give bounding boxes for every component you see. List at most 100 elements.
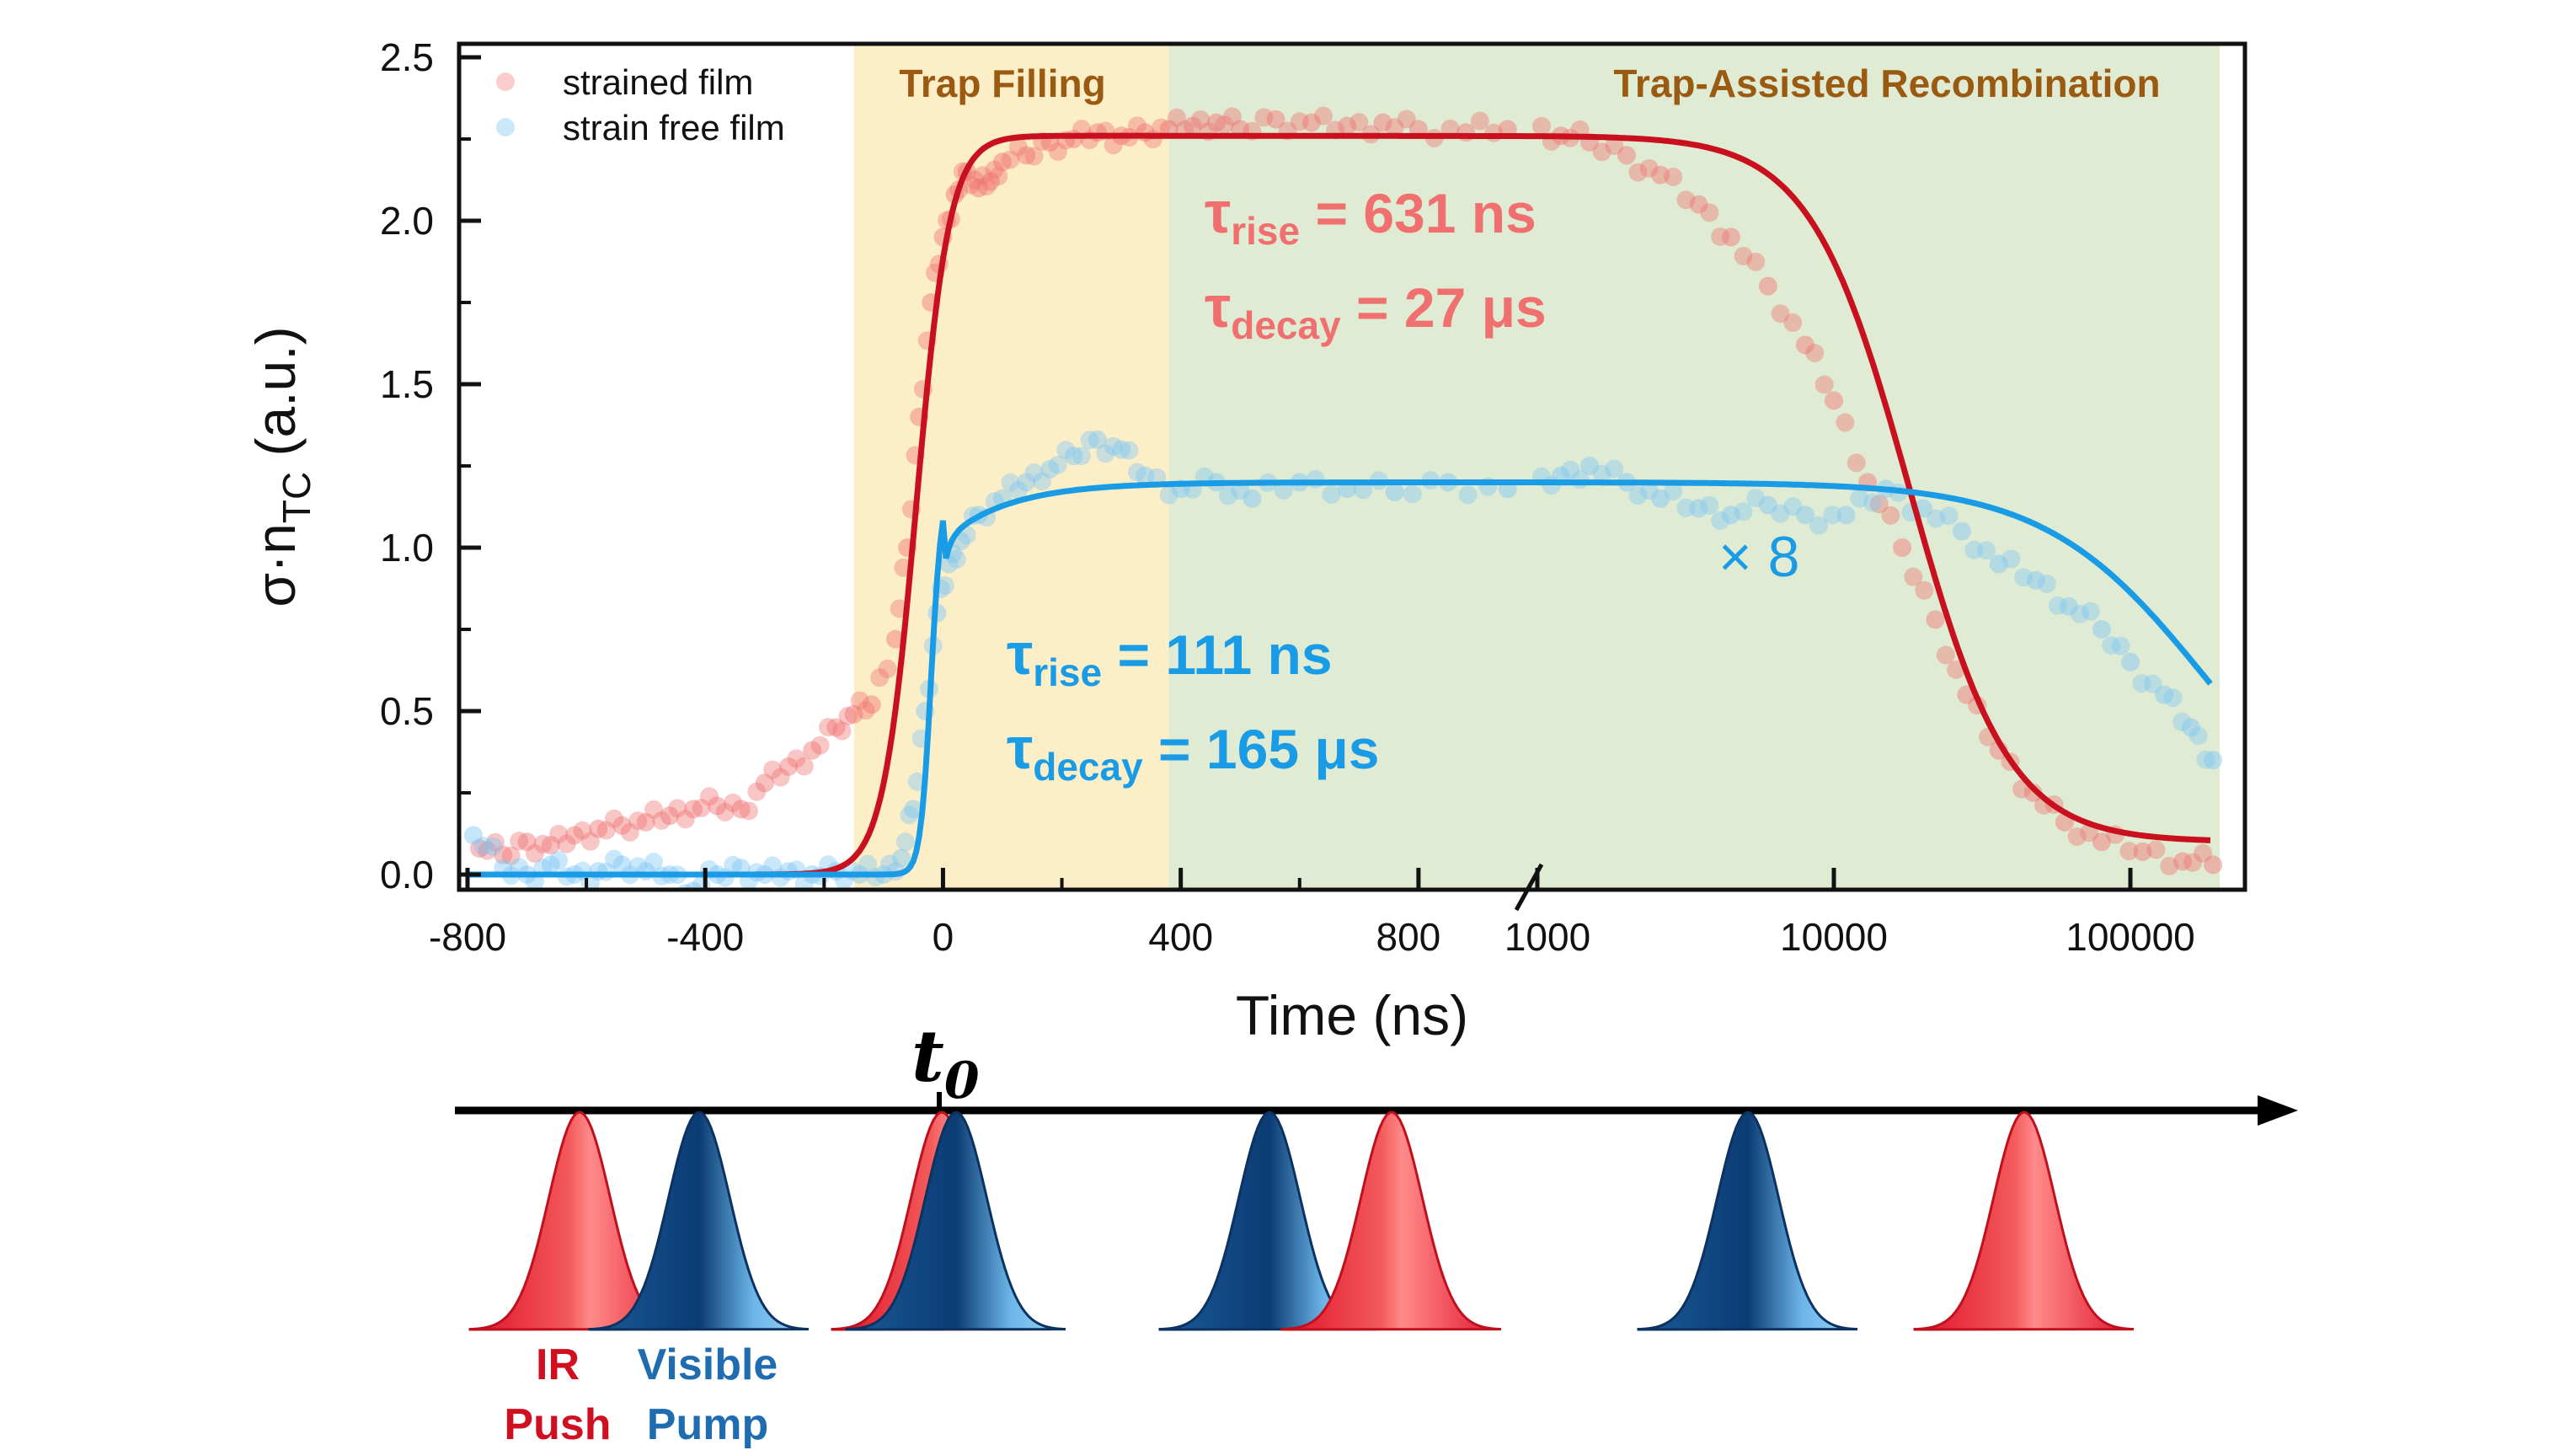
data-point [1711, 227, 1730, 246]
region-0 [853, 44, 1169, 890]
annotation-red-tau-decay: τdecay = 27 μs [1205, 274, 1547, 347]
data-point [1700, 495, 1719, 515]
data-point [771, 768, 790, 787]
data-point [2111, 636, 2130, 655]
data-point [1403, 484, 1422, 504]
data-point [1746, 489, 1766, 508]
legend-marker-strained [496, 72, 515, 91]
data-point [1758, 495, 1777, 515]
data-point [1639, 158, 1659, 178]
data-point [1700, 203, 1719, 222]
data-point [1947, 660, 1966, 679]
data-point [1561, 460, 1580, 479]
data-point [989, 167, 1008, 186]
data-point [1639, 481, 1659, 500]
data-point [856, 701, 875, 720]
x-tick-label: 400 [1148, 915, 1213, 959]
y-tick-label: 2.5 [380, 35, 434, 79]
visible-pulse [588, 1110, 810, 1331]
data-point [2133, 842, 2152, 861]
data-point [510, 832, 529, 851]
data-point [895, 832, 915, 852]
data-point [1001, 473, 1020, 492]
data-point [904, 800, 923, 819]
data-point [1605, 459, 1624, 479]
data-point [1628, 486, 1648, 506]
data-point [485, 832, 505, 852]
data-point [1338, 116, 1357, 136]
data-point [2183, 853, 2203, 872]
data-point [939, 554, 959, 574]
data-point [1219, 486, 1238, 506]
data-point [1314, 106, 1333, 126]
data-point [2204, 855, 2223, 875]
data-point [1167, 108, 1186, 127]
data-point [1024, 463, 1044, 483]
data-point [1532, 116, 1552, 136]
data-point [628, 857, 648, 876]
y-tick-label: 0.5 [380, 689, 434, 733]
data-point [1243, 489, 1262, 508]
data-point [1183, 116, 1202, 136]
data-point [794, 757, 814, 776]
data-point [794, 875, 814, 890]
scale-factor-label: × 8 [1718, 525, 1799, 589]
data-point [1222, 107, 1242, 126]
data-point [549, 850, 569, 869]
data-point [993, 152, 1012, 172]
data-point [1734, 246, 1753, 265]
data-point [644, 800, 664, 819]
data-point [2181, 718, 2200, 737]
data-point [1080, 431, 1099, 450]
data-point [1783, 497, 1803, 516]
data-point [1863, 493, 1883, 512]
data-point [525, 843, 544, 863]
legend-marker-strain-free [496, 118, 515, 136]
data-point [1254, 108, 1274, 127]
data-point [1836, 413, 1855, 432]
data-point [1915, 581, 1934, 600]
data-point [494, 845, 513, 864]
visible-pulse [1637, 1110, 1858, 1331]
data-point [1306, 469, 1325, 489]
data-point [1628, 163, 1648, 182]
data-point [763, 760, 783, 779]
data-point [517, 832, 537, 852]
data-point [692, 875, 711, 890]
data-point [2196, 750, 2215, 769]
data-point [1104, 136, 1123, 155]
data-point [708, 796, 727, 816]
data-point [2092, 832, 2111, 852]
data-point [2102, 636, 2121, 655]
data-point [1721, 227, 1740, 247]
data-point [692, 799, 711, 818]
data-point [1470, 111, 1489, 131]
data-point [900, 805, 919, 825]
data-point [1056, 441, 1076, 460]
data-point [652, 811, 671, 830]
data-point [2146, 840, 2166, 859]
data-point [819, 718, 838, 737]
y-tick-label: 2.0 [380, 199, 434, 243]
data-point [1676, 190, 1696, 210]
data-point [1024, 147, 1044, 166]
data-point [981, 172, 1000, 191]
data-point [1120, 441, 1139, 460]
data-point [1385, 118, 1404, 137]
data-point [1290, 112, 1309, 131]
data-point [1127, 463, 1146, 482]
data-point [1048, 455, 1067, 474]
data-point [2172, 852, 2192, 871]
data-point [1771, 304, 1790, 324]
fit-curve-strain-free [468, 479, 2213, 878]
data-point [1592, 464, 1611, 484]
data-point [636, 812, 655, 832]
data-point [985, 160, 1004, 179]
data-point [2092, 620, 2111, 639]
data-point [1904, 567, 1923, 586]
data-point [715, 803, 735, 822]
data-point [977, 177, 997, 196]
data-point [810, 736, 830, 755]
data-point [2132, 674, 2151, 693]
x-tick-label: 800 [1376, 915, 1441, 959]
